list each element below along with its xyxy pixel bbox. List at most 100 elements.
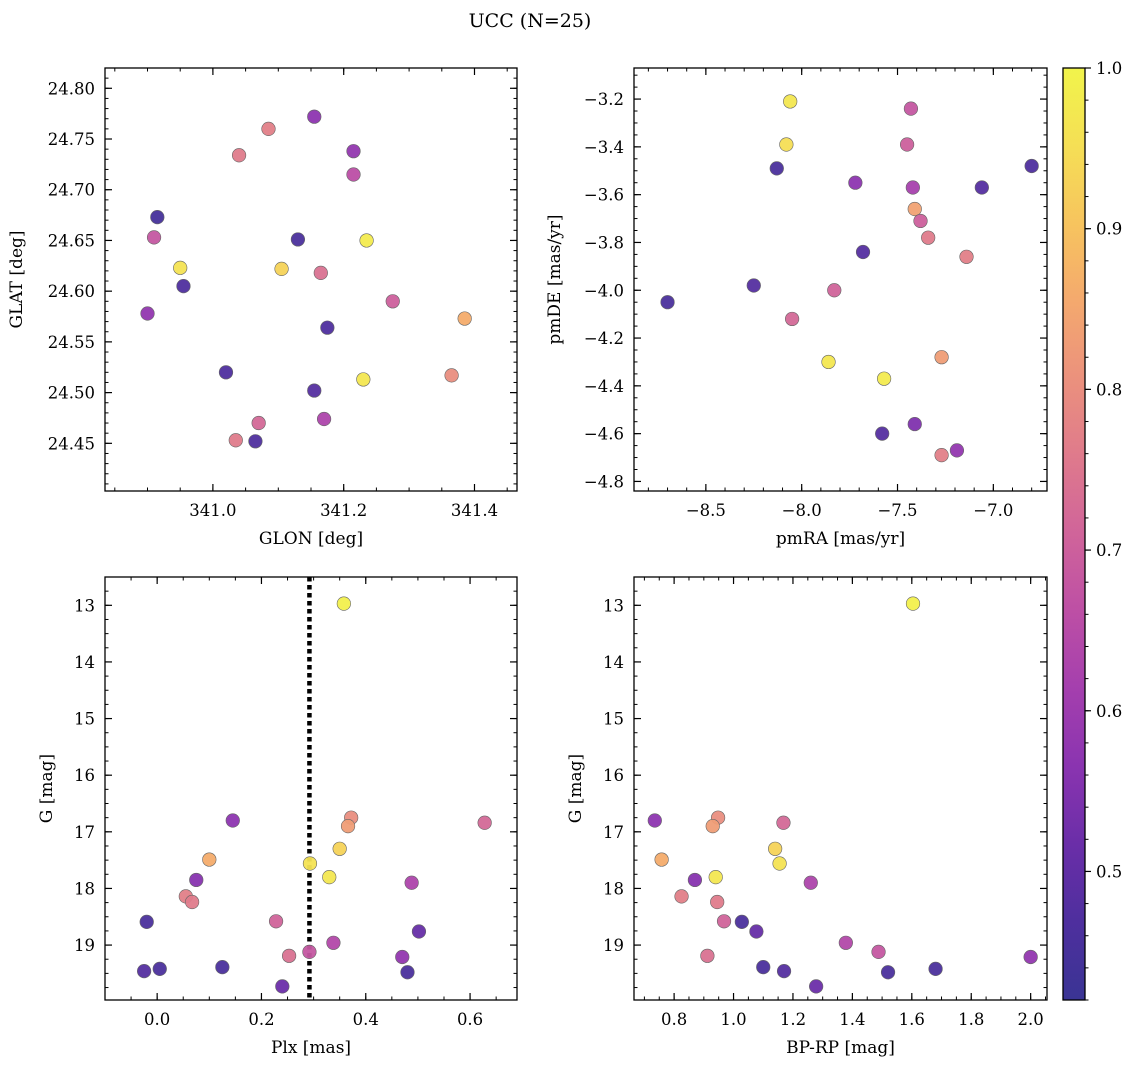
- scatter-point: [716, 914, 732, 929]
- scatter-point: [228, 433, 243, 448]
- scatter-point: [313, 265, 328, 281]
- scatter-point: [880, 965, 896, 980]
- scatter-point: [974, 180, 989, 195]
- scatter-point: [934, 350, 949, 365]
- y-tick-label: 24.80: [48, 79, 95, 98]
- scatter-point: [336, 596, 351, 611]
- scatter-point: [875, 426, 890, 441]
- x-tick-label: 2.0: [1018, 1010, 1044, 1029]
- x-tick-label: 1.2: [780, 1010, 806, 1029]
- y-tick-label: 16: [603, 766, 624, 785]
- scatter-point: [700, 948, 715, 963]
- x-axis-label: pmRA [mas/yr]: [776, 529, 905, 549]
- y-tick-label: 15: [603, 710, 624, 729]
- scatter-point: [855, 244, 871, 260]
- x-axis-label: BP-RP [mag]: [786, 1038, 895, 1058]
- scatter-point: [150, 210, 165, 225]
- x-tick-label: 1.4: [839, 1010, 865, 1029]
- scatter-point: [137, 964, 152, 979]
- scatter-point: [139, 914, 154, 929]
- scatter-point: [400, 965, 415, 980]
- figure-title: UCC (N=25): [469, 10, 592, 32]
- y-tick-label: 19: [603, 936, 624, 955]
- scatter-point: [385, 294, 400, 309]
- colorbar-tick-label: 0.9: [1096, 220, 1122, 239]
- y-tick-label: −4.4: [584, 377, 624, 396]
- scatter-point: [356, 372, 371, 387]
- x-tick-label: 0.2: [248, 1010, 274, 1029]
- scatter-point: [734, 914, 749, 929]
- scatter-point: [411, 924, 427, 939]
- scatter-point: [202, 852, 217, 867]
- x-tick-label: 1.6: [899, 1010, 925, 1029]
- scatter-point: [705, 819, 720, 834]
- scatter-point: [346, 167, 361, 182]
- scatter-point: [913, 213, 928, 229]
- scatter-point: [899, 137, 915, 152]
- colorbar-frame: [1062, 67, 1086, 1001]
- y-tick-label: −4.2: [584, 329, 624, 348]
- scatter-point: [1023, 949, 1038, 965]
- scatter-point: [708, 870, 723, 885]
- scatter-point: [660, 295, 675, 310]
- y-tick-label: 24.45: [48, 434, 95, 453]
- plot-frame: [633, 67, 1048, 492]
- scatter-point: [928, 961, 943, 976]
- scatter-point: [654, 852, 669, 867]
- scatter-point: [772, 856, 787, 871]
- scatter-point: [934, 448, 949, 463]
- scatter-point: [189, 872, 204, 888]
- scatter-point: [803, 875, 818, 890]
- panel-plx-g: 0.0 0.2 0.4 0.6 13 14 15 16 17 18 19 Plx [mas] G [ma…: [37, 576, 518, 1058]
- scatter-point: [809, 979, 824, 994]
- scatter-point: [215, 960, 230, 975]
- scatter-point: [307, 109, 322, 124]
- scatter-point: [674, 889, 689, 904]
- x-tick-label: 1.8: [958, 1010, 984, 1029]
- y-axis-label: G [mag]: [566, 754, 586, 823]
- y-tick-label: 24.60: [48, 282, 95, 301]
- scatter-point: [903, 101, 919, 116]
- scatter-point: [768, 841, 783, 856]
- scatter-point: [326, 935, 341, 950]
- scatter-point: [320, 320, 335, 335]
- scatter-point: [907, 201, 922, 217]
- x-tick-label: −8.0: [782, 501, 822, 520]
- scatter-point: [225, 813, 240, 828]
- panel-bprp-g: 0.8 1.0 1.2 1.4 1.6 1.8 2.0 13 14 15 16 17 18 19 BP-RP…: [566, 576, 1048, 1058]
- scatter-point: [905, 596, 921, 611]
- scatter-point: [261, 121, 276, 136]
- scatter-point: [307, 383, 322, 398]
- scatter-point: [827, 283, 842, 298]
- scatter-point: [302, 944, 317, 959]
- scatter-point: [231, 148, 247, 163]
- y-tick-label: 14: [74, 653, 95, 672]
- x-axis-label: Plx [mas]: [271, 1038, 351, 1058]
- colorbar-gradient: [1063, 68, 1085, 1000]
- plot-frame: [633, 576, 1048, 1001]
- scatter-point: [876, 371, 892, 386]
- scatter-point: [779, 137, 794, 152]
- scatter-point: [274, 261, 289, 276]
- scatter-point: [395, 949, 410, 965]
- scatter-point: [776, 964, 792, 979]
- colorbar-tick-label: 1.0: [1096, 59, 1122, 78]
- scatter-point: [785, 311, 800, 327]
- y-axis-label: GLAT [deg]: [7, 230, 27, 328]
- y-axis-label: pmDE [mas/yr]: [545, 214, 565, 344]
- y-tick-label: 24.75: [48, 130, 95, 149]
- y-tick-label: 14: [603, 653, 624, 672]
- scatter-point: [332, 841, 347, 856]
- y-tick-label: 18: [74, 879, 95, 898]
- x-tick-label: 0.4: [353, 1010, 379, 1029]
- scatter-point: [959, 249, 974, 264]
- scatter-point: [248, 434, 263, 449]
- panel-glon-glat: 341.0 341.2 341.4 24.45 24.50 24.55 24.60 24.65…: [7, 67, 518, 549]
- x-tick-label: 1.0: [720, 1010, 746, 1029]
- y-tick-label: 19: [74, 936, 95, 955]
- colorbar: 0.5 0.6 0.7 0.8 0.9 1.0: [1062, 59, 1122, 1001]
- x-tick-label: −7.0: [973, 501, 1013, 520]
- scatter-point: [176, 278, 191, 294]
- y-tick-label: 15: [74, 710, 95, 729]
